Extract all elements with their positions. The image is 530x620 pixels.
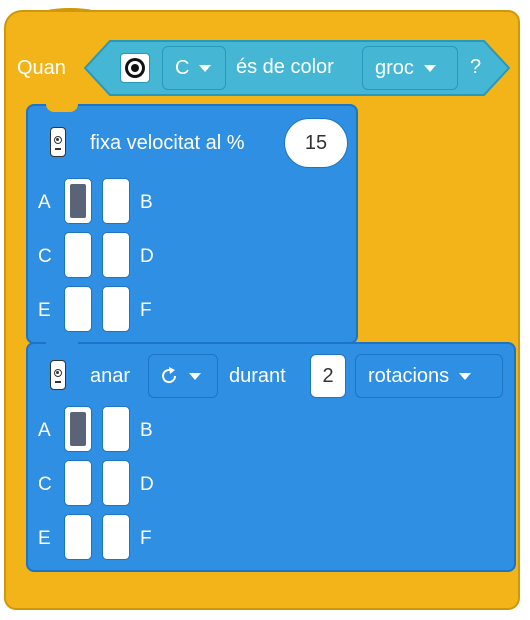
chevron-down-icon	[199, 64, 212, 72]
chevron-down-icon	[459, 372, 472, 380]
port-label: E	[38, 528, 51, 549]
port-label: C	[38, 474, 52, 495]
port-e-toggle[interactable]	[64, 514, 92, 560]
port-label: A	[38, 420, 51, 441]
during-label: durant	[229, 365, 286, 387]
color-condition-reporter[interactable]: C és de color groc ?	[84, 40, 510, 96]
clockwise-rotate-icon	[162, 367, 177, 384]
port-label: A	[38, 192, 51, 213]
port-b-toggle[interactable]	[102, 406, 130, 452]
block-notch	[46, 104, 78, 112]
port-label: F	[140, 528, 152, 549]
port-f-toggle[interactable]	[102, 514, 130, 560]
amount-input[interactable]: 2	[310, 354, 346, 398]
port-label: F	[140, 300, 152, 321]
port-c-toggle[interactable]	[64, 232, 92, 278]
port-e-toggle[interactable]	[64, 286, 92, 332]
port-label: E	[38, 300, 51, 321]
chevron-down-icon	[189, 372, 201, 380]
port-a-toggle[interactable]	[64, 178, 92, 224]
hub-icon	[50, 127, 66, 157]
color-value: groc	[375, 56, 414, 79]
amount-value: 2	[322, 364, 334, 387]
speed-value: 15	[304, 131, 328, 154]
set-speed-label: fixa velocitat al %	[90, 132, 245, 154]
hat-block-join	[8, 40, 132, 52]
run-label: anar	[90, 365, 131, 387]
unit-value: rotacions	[368, 364, 450, 387]
port-label: D	[140, 246, 154, 267]
direction-dropdown[interactable]	[148, 354, 218, 398]
port-b-toggle[interactable]	[102, 178, 130, 224]
port-d-toggle[interactable]	[102, 460, 130, 506]
question-mark: ?	[470, 56, 482, 78]
unit-dropdown[interactable]: rotacions	[355, 354, 503, 398]
hat-block-label: Quan	[17, 57, 66, 79]
sensor-port-value: C	[175, 56, 190, 79]
port-label: B	[140, 420, 153, 441]
hexagon-shape	[84, 40, 510, 96]
port-a-toggle[interactable]	[64, 406, 92, 452]
port-d-toggle[interactable]	[102, 232, 130, 278]
port-c-toggle[interactable]	[64, 460, 92, 506]
chevron-down-icon	[423, 64, 436, 72]
sensor-port-dropdown[interactable]: C	[162, 46, 226, 90]
port-label: B	[140, 192, 153, 213]
speed-value-input[interactable]: 15	[284, 118, 348, 168]
condition-text: és de color	[236, 56, 334, 78]
port-label: C	[38, 246, 52, 267]
block-notch	[46, 342, 78, 350]
color-dropdown[interactable]: groc	[362, 46, 458, 90]
hub-icon	[50, 360, 66, 390]
port-label: D	[140, 474, 154, 495]
port-f-toggle[interactable]	[102, 286, 130, 332]
color-sensor-icon	[120, 53, 150, 83]
